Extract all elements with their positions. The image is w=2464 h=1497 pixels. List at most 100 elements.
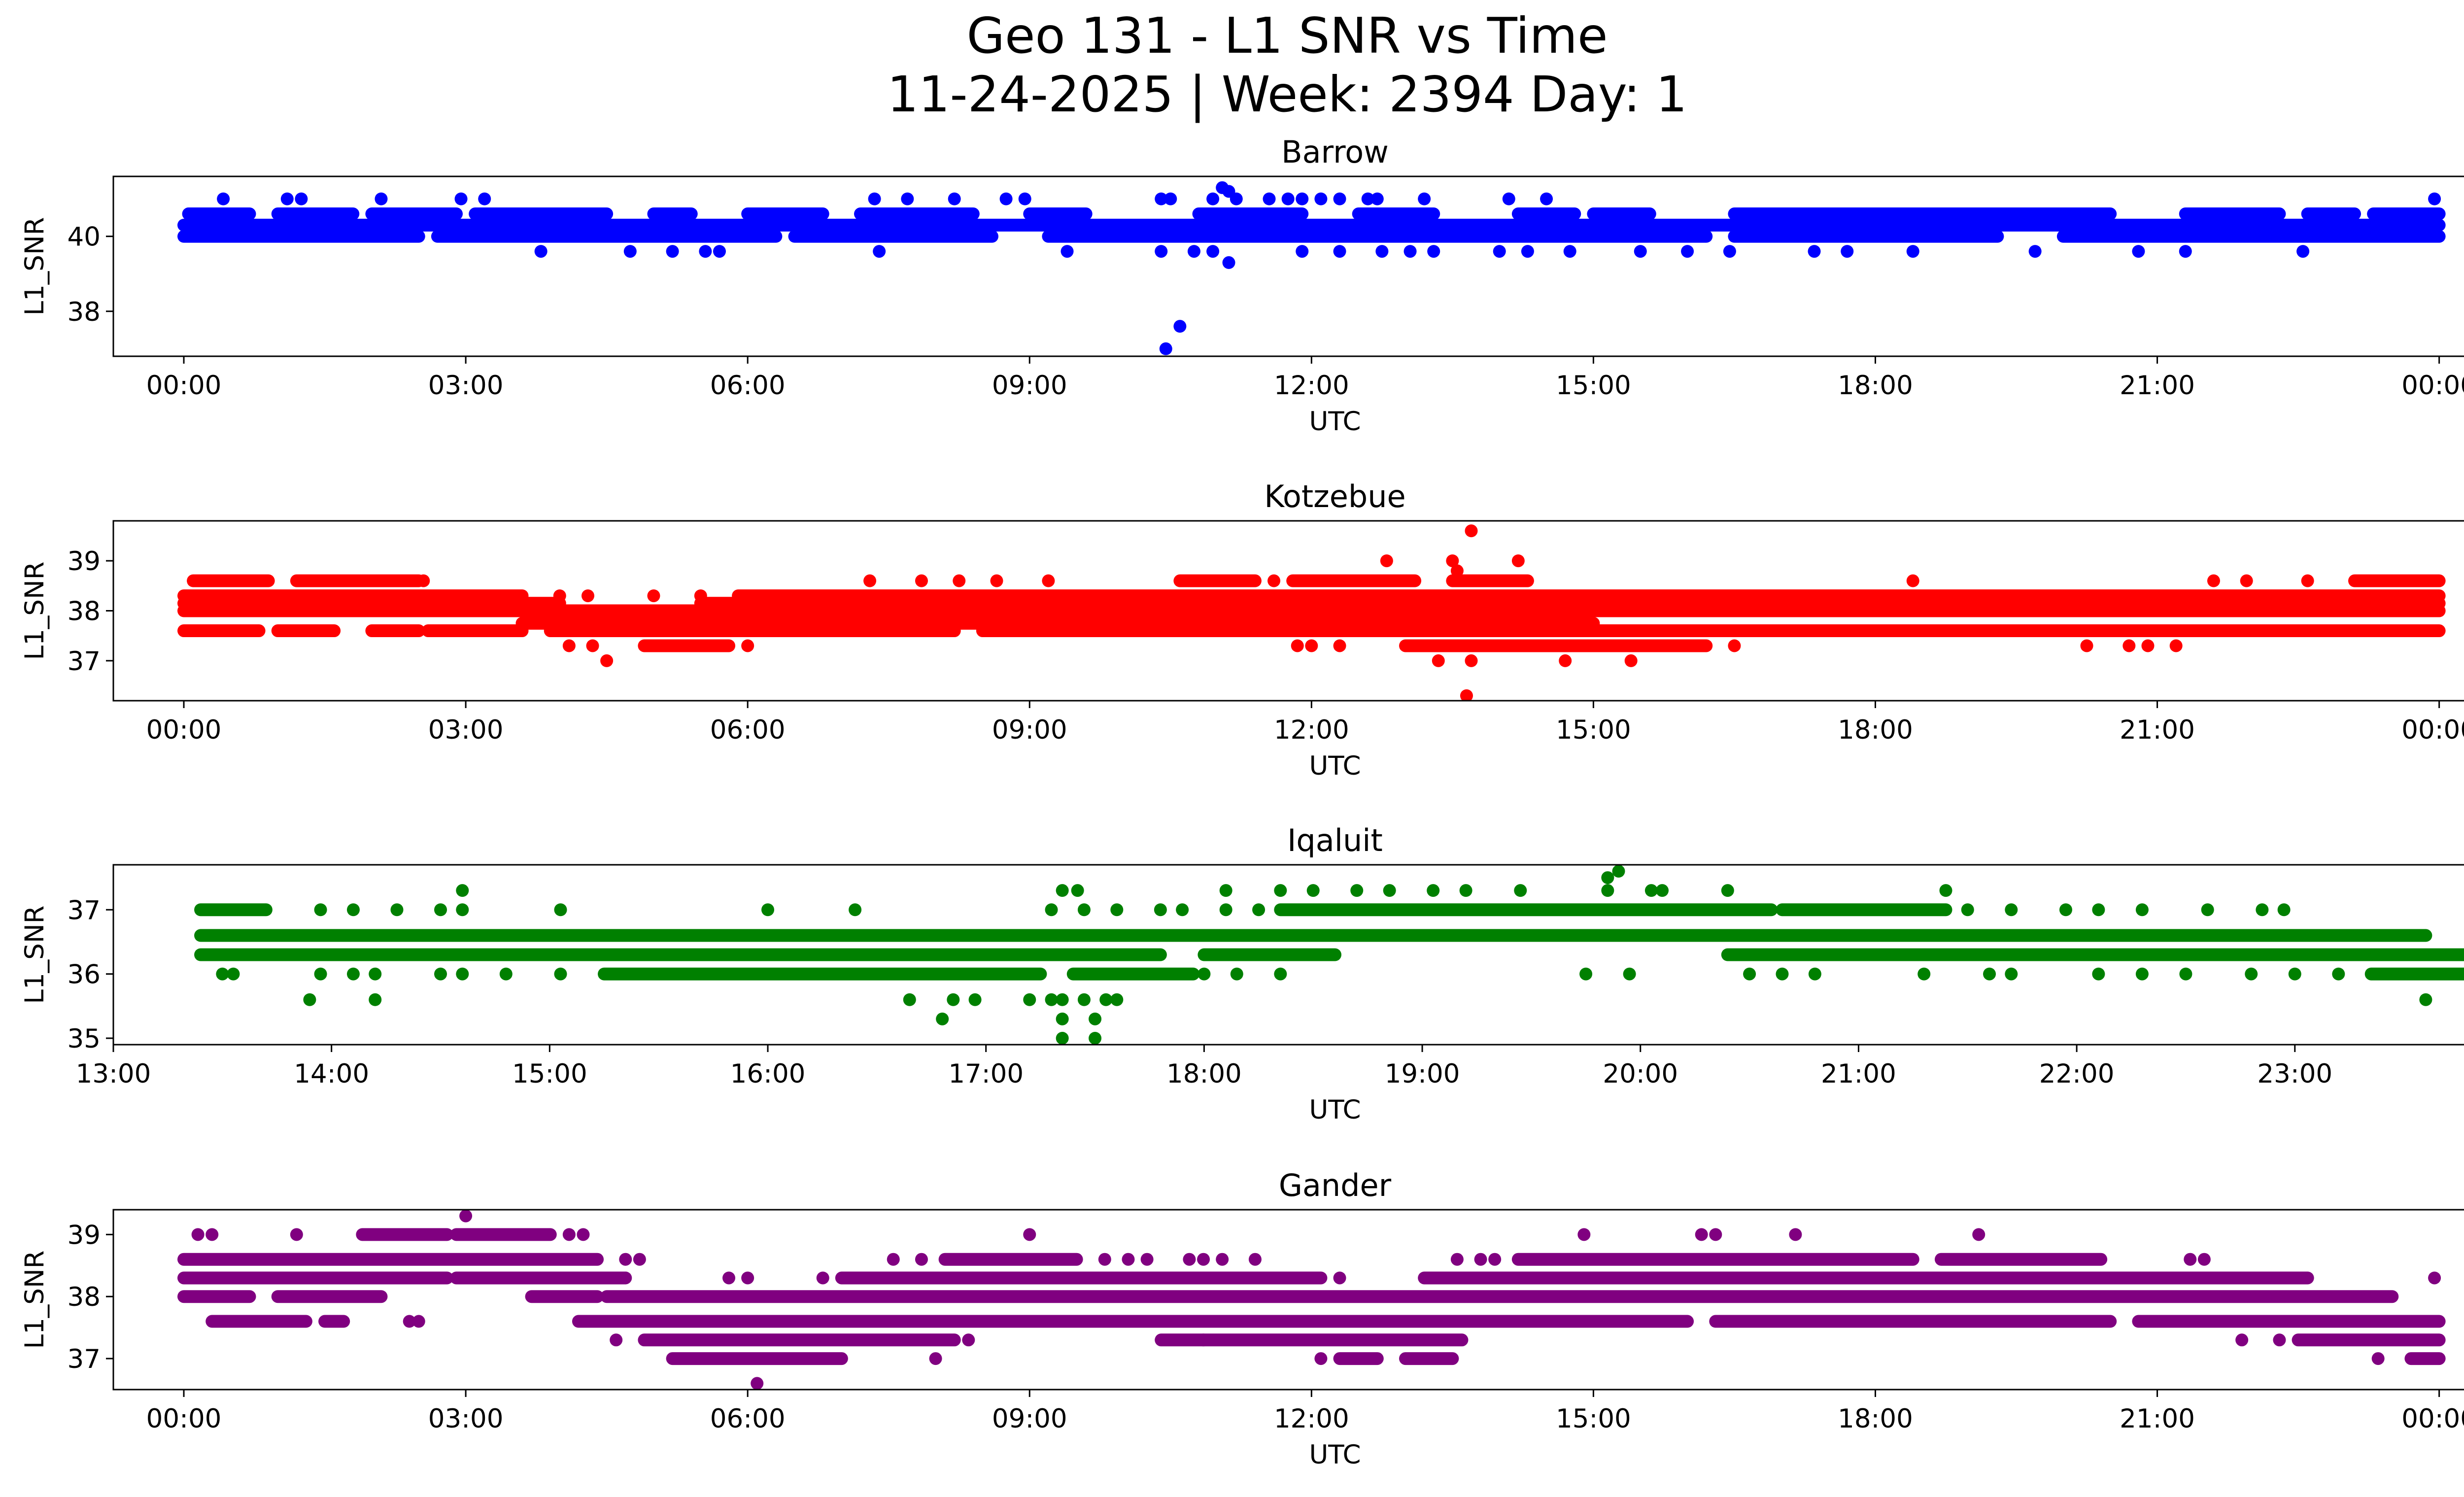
- data-point: [1776, 967, 1789, 981]
- data-point: [713, 245, 726, 258]
- x-tick-label: 21:00: [2120, 715, 2195, 745]
- data-point: [1198, 967, 1211, 981]
- data-point: [553, 589, 566, 603]
- data-point: [2296, 245, 2310, 258]
- data-point: [1450, 1253, 1464, 1266]
- panel-title-kotzebue: Kotzebue: [1264, 478, 1405, 514]
- x-tick-label: 18:00: [1838, 371, 1913, 401]
- data-point: [1601, 871, 1614, 885]
- data-point: [619, 1253, 632, 1266]
- data-point: [1206, 192, 1220, 205]
- data-point: [1906, 245, 1919, 258]
- data-point: [581, 589, 594, 603]
- data-point: [1961, 903, 1974, 917]
- data-point: [600, 654, 614, 667]
- x-tick-label: 03:00: [428, 1404, 504, 1434]
- data-point: [1018, 192, 1031, 205]
- data-point: [947, 993, 960, 1006]
- data-point: [1197, 1253, 1210, 1266]
- data-point: [346, 903, 360, 917]
- data-point: [303, 993, 316, 1006]
- data-point: [454, 192, 468, 205]
- x-tick-label: 12:00: [1274, 371, 1349, 401]
- x-tick-label: 17:00: [948, 1059, 1024, 1089]
- x-tick-label: 15:00: [1556, 1404, 1631, 1434]
- y-tick-label: 36: [68, 960, 101, 990]
- panel-title-iqaluit: Iqaluit: [1287, 822, 1383, 858]
- x-tick-label: 21:00: [1821, 1059, 1896, 1089]
- data-point: [863, 574, 877, 587]
- data-point: [2132, 245, 2145, 258]
- data-point: [2207, 574, 2220, 587]
- data-point: [1624, 654, 1638, 667]
- data-point: [1176, 903, 1189, 917]
- data-point: [1728, 639, 1741, 652]
- data-point: [1403, 245, 1417, 258]
- y-tick-label: 37: [68, 895, 101, 925]
- data-point: [873, 245, 886, 258]
- data-point: [2141, 639, 2155, 652]
- data-point: [456, 967, 469, 981]
- data-point: [1155, 245, 1168, 258]
- data-point: [1089, 1031, 1102, 1045]
- data-point: [2184, 1253, 2197, 1266]
- data-point: [1252, 903, 1266, 917]
- data-point: [1446, 554, 1459, 568]
- data-point: [2288, 967, 2301, 981]
- data-point: [953, 574, 966, 587]
- data-point: [1983, 967, 1996, 981]
- data-point: [751, 1377, 764, 1390]
- data-point: [1296, 192, 1309, 205]
- data-point: [2197, 1253, 2211, 1266]
- data-point: [1418, 192, 1431, 205]
- data-point: [1361, 192, 1374, 205]
- data-point: [554, 967, 567, 981]
- data-point: [1045, 903, 1058, 917]
- x-tick-label: 03:00: [428, 715, 504, 745]
- data-point: [2419, 993, 2432, 1006]
- data-point: [1274, 967, 1287, 981]
- data-point: [369, 993, 382, 1006]
- kotzebue-data-series: [177, 524, 2446, 701]
- data-point: [816, 1271, 829, 1285]
- data-point: [694, 589, 707, 603]
- data-point: [990, 574, 1003, 587]
- data-point: [1789, 1228, 1802, 1241]
- data-point: [741, 639, 754, 652]
- data-point: [1559, 654, 1572, 667]
- data-point: [295, 192, 308, 205]
- y-tick-label: 39: [68, 546, 101, 577]
- data-point: [2135, 903, 2149, 917]
- data-point: [1071, 884, 1084, 897]
- data-point: [434, 903, 447, 917]
- data-point: [1459, 884, 1472, 897]
- data-point: [722, 1271, 736, 1285]
- y-tick-label: 35: [68, 1024, 101, 1054]
- data-point: [936, 1012, 949, 1025]
- data-point: [2080, 639, 2093, 652]
- data-point: [2332, 967, 2345, 981]
- data-point: [1450, 564, 1464, 578]
- data-point: [1274, 884, 1287, 897]
- data-point: [456, 903, 469, 917]
- panel-gander: 00:00 03:00 06:00 09:00 12:00 15:00 18:00 21:00…: [20, 1167, 2464, 1470]
- data-point: [2135, 967, 2149, 981]
- y-tick-label: 37: [68, 1344, 101, 1374]
- x-tick-label: 16:00: [730, 1059, 806, 1089]
- data-point: [1140, 1253, 1154, 1266]
- data-point: [1216, 1253, 1229, 1266]
- data-point: [1164, 192, 1177, 205]
- panel-barrow: 00:00 03:00 06:00 09:00 12:00 15:00 18:00 21:00…: [20, 134, 2464, 437]
- data-point: [1579, 967, 1593, 981]
- barrow-data-series: [177, 181, 2446, 355]
- data-point: [623, 245, 637, 258]
- x-tick-label: 06:00: [710, 715, 786, 745]
- y-axis-label: L1_SNR: [20, 1251, 50, 1349]
- x-tick-label: 12:00: [1274, 715, 1349, 745]
- y-axis-label: L1_SNR: [20, 217, 50, 316]
- data-point: [1577, 1228, 1591, 1241]
- data-point: [417, 574, 430, 587]
- data-point: [1333, 639, 1346, 652]
- data-point: [1230, 967, 1243, 981]
